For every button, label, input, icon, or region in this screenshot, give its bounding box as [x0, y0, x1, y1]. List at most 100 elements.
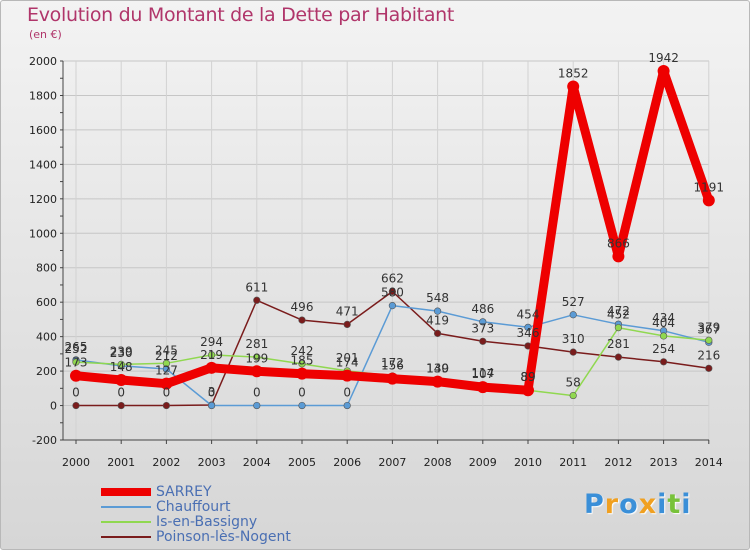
- data-label-sarrey: 866: [607, 236, 630, 250]
- data-label-poinson-les-nogent: 216: [697, 348, 720, 362]
- data-point-sarrey: [250, 365, 263, 378]
- logo-letter: i: [681, 489, 692, 520]
- legend-item-sarrey: SARREY: [101, 484, 341, 500]
- x-tick-label: 2003: [198, 456, 226, 469]
- data-point-sarrey: [70, 369, 82, 382]
- logo-letter: r: [604, 489, 620, 520]
- x-tick-label: 2008: [424, 456, 452, 469]
- chart-subtitle: (en €): [29, 28, 62, 41]
- data-label-poinson-les-nogent: 310: [562, 332, 585, 346]
- logo-letter: t: [667, 489, 682, 520]
- logo-letter: i: [657, 489, 668, 520]
- data-label-poinson-les-nogent: 373: [471, 321, 494, 335]
- data-point-is-en-bassigny: [162, 359, 170, 367]
- data-point-chauffourt: [208, 401, 216, 410]
- data-label-chauffourt: 367: [697, 322, 720, 336]
- data-label-chauffourt: 0: [253, 386, 261, 400]
- y-tick-label: 2000: [29, 55, 57, 68]
- data-label-chauffourt: 454: [517, 307, 540, 321]
- proxiti-logo: Proxiti: [584, 489, 692, 520]
- data-point-is-en-bassigny: [298, 360, 306, 368]
- data-point-sarrey: [522, 384, 534, 397]
- data-point-poinson-les-nogent: [705, 364, 713, 372]
- data-label-poinson-les-nogent: 662: [381, 272, 404, 286]
- data-point-poinson-les-nogent: [434, 329, 442, 337]
- data-point-poinson-les-nogent: [298, 316, 306, 324]
- x-tick-label: 2004: [243, 456, 271, 469]
- data-label-sarrey: 148: [110, 360, 133, 374]
- legend-swatch-is-en-bassigny: [101, 521, 151, 523]
- y-tick-label: 1600: [29, 124, 57, 137]
- data-point-sarrey: [296, 367, 308, 380]
- data-label-sarrey: 89: [520, 370, 535, 384]
- data-point-is-en-bassigny: [705, 336, 713, 344]
- data-point-sarrey: [702, 194, 715, 207]
- data-point-is-en-bassigny: [72, 358, 80, 366]
- data-label-chauffourt: 434: [652, 311, 675, 325]
- x-tick-label: 2012: [604, 456, 632, 469]
- data-label-chauffourt: 548: [426, 291, 449, 305]
- data-label-is-en-bassigny: 452: [607, 308, 630, 322]
- data-label-is-en-bassigny: 114: [471, 366, 494, 380]
- legend-item-is-en-bassigny: Is-en-Bassigny: [101, 514, 341, 530]
- data-label-chauffourt: 230: [110, 346, 133, 360]
- data-label-poinson-les-nogent: 3: [208, 385, 216, 399]
- data-label-is-en-bassigny: 252: [65, 342, 88, 356]
- x-tick-label: 2006: [333, 456, 361, 469]
- data-label-poinson-les-nogent: 611: [245, 280, 268, 294]
- data-label-poinson-les-nogent: 471: [336, 304, 359, 318]
- data-point-sarrey: [476, 381, 489, 394]
- data-label-sarrey: 173: [65, 356, 88, 370]
- data-label-is-en-bassigny: 281: [245, 337, 268, 351]
- data-point-chauffourt: [569, 311, 577, 319]
- data-point-sarrey: [386, 372, 399, 385]
- x-tick-label: 2000: [62, 456, 90, 469]
- legend: SARREY Chauffourt Is-en-Bassigny Poinson…: [101, 484, 341, 545]
- data-point-poinson-les-nogent: [117, 401, 125, 410]
- data-label-is-en-bassigny: 379: [697, 320, 720, 334]
- data-label-poinson-les-nogent: 254: [652, 342, 675, 356]
- y-tick-label: 1800: [29, 89, 57, 102]
- data-point-sarrey: [115, 374, 128, 387]
- data-label-chauffourt: 0: [343, 386, 351, 400]
- data-point-is-en-bassigny: [614, 324, 623, 332]
- legend-swatch-poinson-les-nogent: [101, 536, 151, 538]
- data-label-chauffourt: 486: [471, 302, 494, 316]
- x-tick-label: 2002: [152, 456, 180, 469]
- data-point-sarrey: [341, 369, 354, 382]
- data-point-poinson-les-nogent: [659, 358, 668, 366]
- legend-item-chauffourt: Chauffourt: [101, 499, 341, 515]
- data-label-sarrey: 185: [291, 354, 314, 368]
- data-point-chauffourt: [479, 318, 487, 326]
- data-label-chauffourt: 0: [298, 386, 306, 400]
- x-tick-label: 2007: [378, 456, 406, 469]
- data-point-poinson-les-nogent: [162, 401, 170, 410]
- data-label-sarrey: 107: [471, 367, 494, 381]
- data-label-chauffourt: 265: [65, 340, 88, 354]
- data-point-sarrey: [657, 64, 670, 77]
- data-point-sarrey: [567, 80, 580, 93]
- data-point-poinson-les-nogent: [343, 320, 351, 329]
- data-label-poinson-les-nogent: 0: [117, 386, 125, 400]
- data-point-sarrey: [160, 377, 173, 390]
- data-point-is-en-bassigny: [117, 360, 125, 368]
- y-tick-label: 0: [50, 400, 57, 413]
- data-label-chauffourt: 580: [381, 286, 404, 300]
- data-label-is-en-bassigny: 242: [291, 344, 314, 358]
- legend-label-chauffourt: Chauffourt: [156, 499, 231, 515]
- data-point-chauffourt: [298, 401, 306, 410]
- data-label-sarrey: 1852: [558, 66, 589, 80]
- data-point-chauffourt: [388, 302, 397, 310]
- data-point-poinson-les-nogent: [614, 353, 623, 361]
- data-label-poinson-les-nogent: 0: [72, 386, 80, 400]
- legend-item-poinson-les-nogent: Poinson-lès-Nogent: [101, 529, 341, 545]
- data-label-is-en-bassigny: 58: [566, 376, 581, 390]
- y-tick-label: 1000: [29, 227, 57, 240]
- x-tick-label: 2010: [514, 456, 542, 469]
- y-tick-label: 1400: [29, 158, 57, 171]
- data-point-is-en-bassigny: [253, 353, 261, 361]
- data-label-sarrey: 156: [381, 359, 404, 373]
- data-label-is-en-bassigny: 404: [652, 316, 675, 330]
- data-label-chauffourt: 212: [155, 349, 178, 363]
